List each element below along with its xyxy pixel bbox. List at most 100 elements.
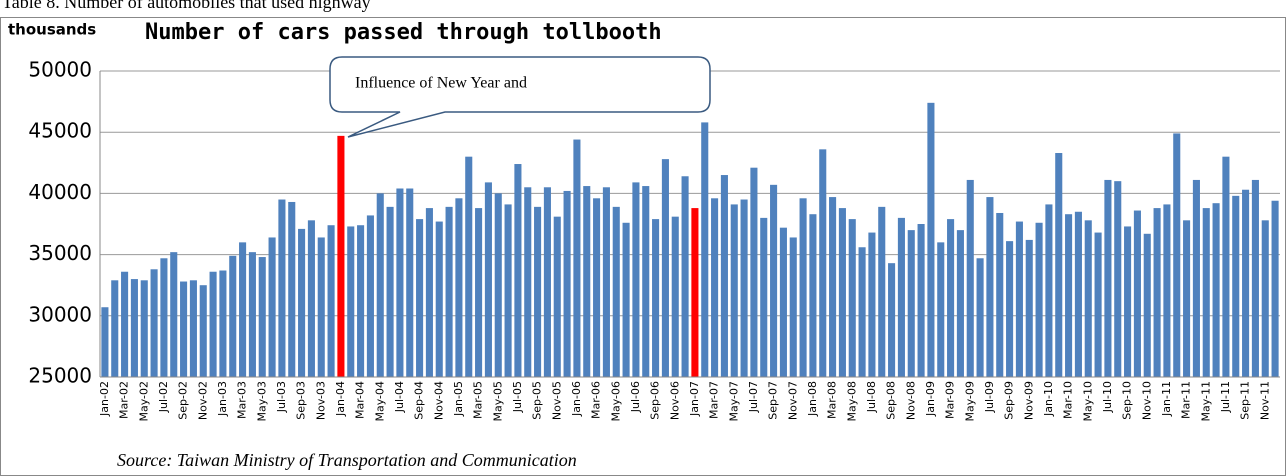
bar	[888, 263, 896, 377]
bar	[701, 122, 709, 378]
bar	[593, 198, 601, 377]
x-tick-label: Sep-11	[1239, 381, 1252, 420]
x-tick-label: Mar-04	[354, 381, 367, 419]
bar	[878, 206, 886, 377]
y-tick-label: 50000	[28, 58, 92, 82]
x-tick-label: May-08	[845, 381, 858, 422]
bar	[927, 102, 935, 377]
x-tick-label: Sep-09	[1003, 381, 1016, 420]
x-tick-label: Jan-03	[216, 381, 229, 417]
bar	[1045, 204, 1053, 377]
x-tick-label: May-03	[255, 381, 268, 422]
bar	[199, 285, 207, 377]
x-tick-label: Nov-11	[1258, 381, 1271, 420]
bar	[691, 208, 699, 377]
bar	[465, 156, 473, 377]
bar	[1183, 220, 1191, 377]
bar	[1202, 208, 1210, 377]
bar	[799, 198, 807, 377]
bar	[180, 281, 188, 377]
x-tick-label: Nov-05	[550, 381, 563, 420]
bar	[573, 139, 581, 377]
x-tick-label: Sep-10	[1121, 381, 1134, 420]
x-tick-label: Jan-08	[806, 381, 819, 417]
x-tick-label: Jul-03	[275, 381, 288, 413]
x-tick-label: May-05	[491, 381, 504, 422]
bar	[455, 198, 463, 377]
x-tick-label: Jul-07	[747, 381, 760, 413]
bar	[317, 237, 325, 377]
x-tick-label: Nov-07	[786, 381, 799, 420]
bar	[475, 208, 483, 377]
x-tick-label: Sep-05	[531, 381, 544, 420]
x-tick-label: Mar-02	[118, 381, 131, 419]
bar	[583, 186, 591, 377]
x-tick-label: Sep-08	[885, 381, 898, 420]
x-tick-label: Sep-07	[767, 381, 780, 420]
x-tick-label: Mar-03	[236, 381, 249, 419]
bar	[150, 269, 158, 377]
x-tick-label: Jan-07	[688, 381, 701, 417]
bar	[1261, 220, 1269, 377]
bar	[1074, 211, 1082, 377]
x-tick-label: Sep-06	[649, 381, 662, 420]
bar	[278, 199, 286, 377]
x-tick-label: Jul-04	[393, 381, 406, 413]
annotation: Influence of New Year and	[355, 75, 527, 92]
x-tick-label: Mar-11	[1180, 381, 1193, 419]
x-tick-label: Nov-09	[1022, 381, 1035, 420]
bar	[357, 225, 365, 377]
bar	[956, 230, 964, 377]
x-tick-label: May-06	[609, 381, 622, 422]
bar	[1065, 214, 1073, 377]
x-tick-label: Mar-07	[708, 381, 721, 419]
bar	[947, 219, 955, 377]
bar	[966, 179, 974, 377]
bar	[1242, 189, 1250, 377]
bar	[425, 208, 433, 377]
bar	[779, 227, 787, 377]
bar	[1133, 210, 1141, 377]
bar	[239, 242, 247, 377]
x-tick-label: Jan-10	[1042, 381, 1055, 417]
x-tick-label: Mar-06	[590, 381, 603, 419]
bar	[1124, 226, 1132, 377]
bar	[229, 255, 237, 377]
bar	[406, 188, 414, 377]
bar	[632, 182, 640, 377]
source: Source: Taiwan Ministry of Transportatio…	[117, 450, 577, 470]
x-tick-label: Sep-04	[413, 381, 426, 420]
bar	[298, 228, 306, 377]
x-tick-label: Jul-08	[865, 381, 878, 413]
bar	[130, 279, 138, 377]
bar	[553, 216, 561, 377]
bar	[534, 206, 542, 377]
bar	[1114, 181, 1122, 377]
bar	[543, 187, 551, 377]
bar	[1025, 239, 1033, 377]
y-tick-label: 25000	[28, 364, 92, 388]
bar	[1104, 179, 1112, 377]
bar	[219, 270, 227, 377]
x-tick-label: Jan-04	[334, 381, 347, 417]
x-tick-label: Sep-03	[295, 381, 308, 420]
bar	[750, 167, 758, 377]
bar	[1094, 232, 1102, 377]
bar	[347, 226, 355, 377]
x-tick-label: Jan-06	[570, 381, 583, 417]
x-tick-label: Jul-06	[629, 381, 642, 413]
x-tick-label: Jul-11	[1219, 381, 1232, 413]
x-tick-label: Jan-09	[924, 381, 937, 417]
bar	[1212, 203, 1220, 377]
bar	[396, 188, 404, 377]
bar	[740, 199, 748, 377]
x-tick-label: May-09	[963, 381, 976, 422]
bar	[288, 201, 296, 377]
bar	[838, 208, 846, 377]
bar	[563, 190, 571, 377]
bar	[1084, 220, 1092, 377]
x-tick-label: May-04	[373, 381, 386, 422]
bar	[612, 206, 620, 377]
bar	[907, 230, 915, 377]
x-tick-label: Nov-10	[1140, 381, 1153, 420]
